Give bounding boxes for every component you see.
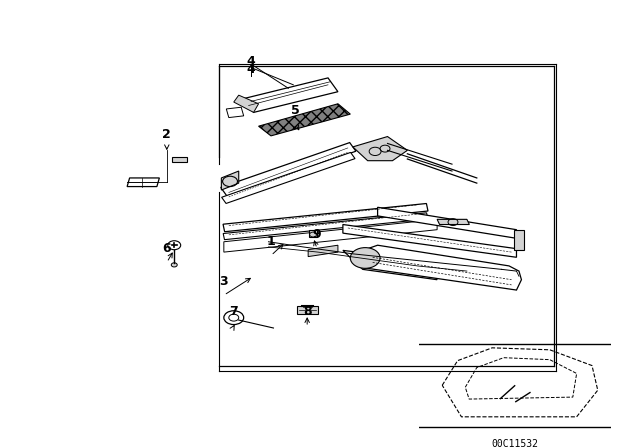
Polygon shape <box>309 230 317 237</box>
Circle shape <box>350 248 380 268</box>
Text: 4: 4 <box>247 63 255 76</box>
Polygon shape <box>500 385 515 399</box>
Text: 00C11532: 00C11532 <box>492 439 539 448</box>
Polygon shape <box>297 306 318 314</box>
Text: 5: 5 <box>291 104 300 117</box>
Polygon shape <box>127 178 159 186</box>
Polygon shape <box>308 245 338 257</box>
Text: 8: 8 <box>303 306 312 319</box>
Circle shape <box>168 241 180 250</box>
Text: 2: 2 <box>163 128 171 141</box>
Polygon shape <box>223 203 428 232</box>
Polygon shape <box>234 95 259 112</box>
Polygon shape <box>343 224 516 257</box>
Polygon shape <box>259 104 350 136</box>
Polygon shape <box>343 250 437 280</box>
Polygon shape <box>363 245 522 290</box>
Polygon shape <box>515 392 531 402</box>
Polygon shape <box>221 171 239 190</box>
Polygon shape <box>378 207 516 238</box>
Text: 3: 3 <box>220 275 228 288</box>
Polygon shape <box>227 107 244 117</box>
Polygon shape <box>221 142 356 196</box>
Polygon shape <box>514 230 524 250</box>
Polygon shape <box>224 220 437 252</box>
Text: 9: 9 <box>313 228 321 241</box>
Polygon shape <box>223 213 428 240</box>
Polygon shape <box>221 152 355 203</box>
Text: 4: 4 <box>247 55 255 68</box>
Text: 7: 7 <box>229 305 238 318</box>
Polygon shape <box>244 78 338 112</box>
Circle shape <box>172 263 177 267</box>
Polygon shape <box>437 220 469 224</box>
Polygon shape <box>172 157 187 163</box>
Polygon shape <box>353 137 408 161</box>
Text: 1: 1 <box>267 235 275 248</box>
Text: 6: 6 <box>163 242 171 255</box>
